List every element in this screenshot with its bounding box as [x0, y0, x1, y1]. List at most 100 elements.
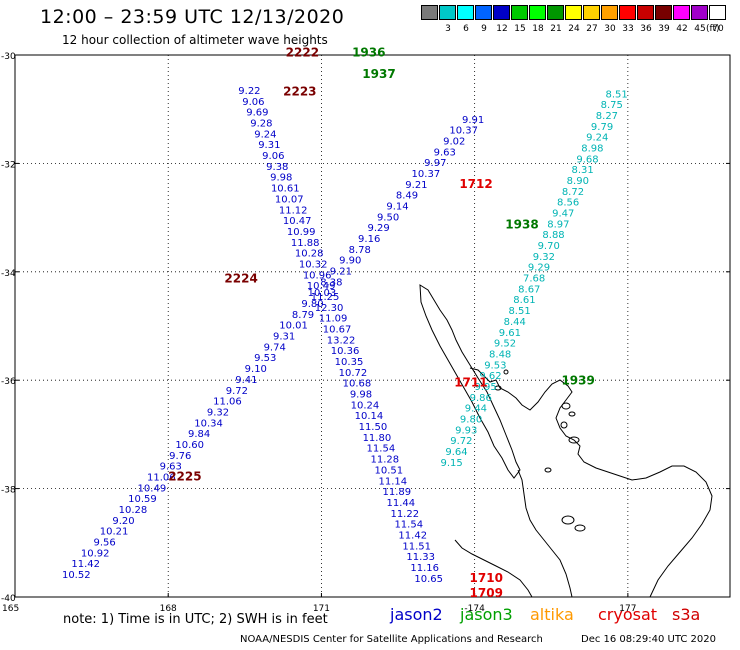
swh-value: 8.90 [567, 176, 589, 187]
island-outline [561, 402, 571, 410]
pass-number-label: 1936 [352, 46, 385, 60]
island-outline [561, 515, 575, 525]
swh-value: 9.32 [533, 252, 555, 263]
swh-value: 11.16 [410, 563, 439, 574]
color-bin-0 [421, 5, 438, 20]
swh-value: 9.76 [169, 451, 191, 462]
swh-value: 9.31 [273, 332, 295, 343]
color-bin-label: 42 [676, 24, 688, 34]
swh-value: 9.53 [484, 360, 506, 371]
swh-value: 7.68 [523, 274, 545, 285]
swh-value: 9.24 [254, 129, 276, 140]
east-coastline [469, 367, 713, 598]
swh-value: 9.15 [441, 458, 463, 469]
swh-value: 9.14 [386, 201, 408, 212]
color-bin-9 [583, 5, 600, 20]
south-coastline [454, 539, 533, 598]
island-outline [544, 467, 552, 473]
west-coastline [517, 469, 573, 598]
swh-value: 10.07 [275, 194, 304, 205]
swh-value: 10.24 [351, 400, 380, 411]
swh-value: 8.79 [292, 310, 314, 321]
swh-value: 10.37 [449, 126, 478, 137]
swh-value: 9.62 [479, 371, 501, 382]
y-tick-label: -40 [1, 594, 16, 604]
legend-item-cryosat: cryosat [598, 605, 658, 624]
swh-value: 10.52 [62, 570, 91, 581]
color-bin-label: 18 [532, 24, 544, 34]
swh-value: 10.68 [343, 379, 372, 390]
swh-value: 11.25 [311, 292, 340, 303]
y-tick-label: -34 [1, 269, 16, 279]
swh-value: 9.31 [258, 140, 280, 151]
swh-value: 9.63 [434, 147, 456, 158]
swh-value: 9.98 [350, 390, 372, 401]
swh-value: 10.49 [307, 281, 336, 292]
pass-number-label: 1709 [470, 586, 503, 600]
pass-number-label: 1937 [362, 67, 395, 81]
swh-value: 9.91 [462, 115, 484, 126]
swh-value: 9.06 [242, 97, 264, 108]
swh-value: 9.72 [450, 436, 472, 447]
swh-value: 9.74 [264, 342, 286, 353]
swh-value: 9.21 [330, 267, 352, 278]
swh-value: 8.38 [320, 277, 342, 288]
legend-item-jason2: jason2 [390, 605, 443, 624]
swh-value: 9.21 [405, 180, 427, 191]
island-outline [503, 369, 509, 375]
pass-number-label: 2223 [283, 85, 316, 99]
swh-value: 11.09 [319, 314, 348, 325]
swh-value: 9.61 [499, 328, 521, 339]
x-tick-label: 177 [619, 604, 636, 614]
color-bin-label: 21 [550, 24, 562, 34]
color-bin-label: 45 [694, 24, 706, 34]
island-outline [494, 385, 502, 391]
swh-value: 10.61 [271, 184, 300, 195]
legend-item-s3a: s3a [672, 605, 701, 624]
color-bin-1 [439, 5, 456, 20]
x-tick-label: -174 [464, 604, 485, 614]
color-bin-15 [691, 5, 708, 20]
swh-value: 8.67 [518, 284, 540, 295]
swh-value: 10.49 [138, 483, 167, 494]
swh-value: 10.51 [375, 465, 404, 476]
pass-number-label: 1938 [505, 217, 538, 231]
swh-value: 9.98 [270, 173, 292, 184]
swh-value: 9.29 [528, 263, 550, 274]
swh-value: 10.14 [355, 411, 384, 422]
swh-value: 8.97 [547, 219, 569, 230]
swh-value: 10.03 [308, 288, 337, 299]
color-scale-legend: 3 6 9 12 15 18 21 24 27 30 33 36 39 42 45 70 (ft) [421, 5, 731, 37]
color-bin-label: 3 [445, 24, 451, 34]
pass-number-label: 2222 [286, 46, 319, 60]
y-tick-label: -32 [1, 160, 16, 170]
swh-value: 9.28 [250, 119, 272, 130]
swh-value: 9.47 [552, 209, 574, 220]
map-frame [14, 54, 731, 598]
color-bin-label: 39 [658, 24, 670, 34]
color-bin-11 [619, 5, 636, 20]
swh-value: 10.21 [100, 527, 129, 538]
swh-value: 10.34 [194, 418, 223, 429]
swh-value: 8.78 [349, 245, 371, 256]
swh-value: 10.28 [295, 249, 324, 260]
swh-value: 10.47 [283, 216, 312, 227]
swh-value: 8.51 [605, 89, 627, 100]
swh-value: 10.92 [81, 548, 110, 559]
swh-value: 9.97 [424, 158, 446, 169]
swh-value: 11.42 [398, 530, 427, 541]
color-bin-6 [529, 5, 546, 20]
y-tick-label: -30 [1, 52, 16, 62]
color-bin-8 [565, 5, 582, 20]
swh-value: 9.93 [455, 425, 477, 436]
northland-coastline [419, 284, 521, 479]
swh-value: 10.36 [331, 346, 360, 357]
pass-number-label: 2224 [224, 272, 257, 286]
swh-value: 9.84 [188, 429, 210, 440]
color-bin-4 [493, 5, 510, 20]
swh-value: 9.52 [494, 339, 516, 350]
swh-value: 11.22 [390, 509, 419, 520]
swh-value: 9.50 [377, 212, 399, 223]
swh-value: 11.06 [213, 397, 242, 408]
